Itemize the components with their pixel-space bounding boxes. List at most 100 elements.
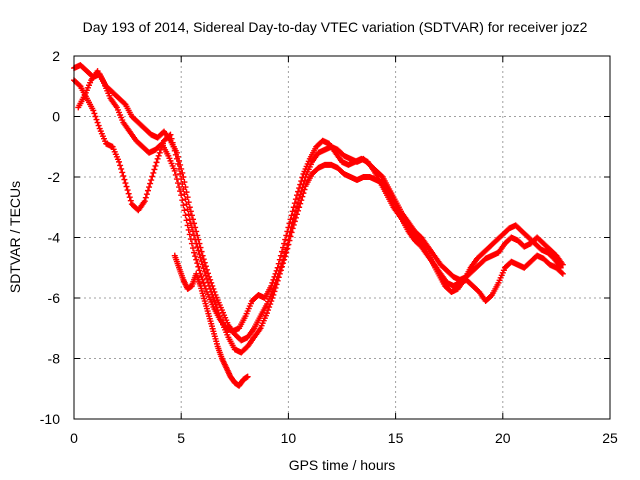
data-point <box>271 288 278 295</box>
data-point <box>143 191 150 198</box>
x-tick-label: 25 <box>602 430 618 446</box>
data-point <box>281 240 288 247</box>
data-point <box>148 177 155 184</box>
data-point <box>172 171 179 178</box>
data-point <box>296 185 303 192</box>
data-point <box>120 172 127 179</box>
data-point <box>181 191 188 198</box>
data-point <box>187 236 194 243</box>
data-point <box>90 107 97 114</box>
data-point <box>293 211 300 218</box>
grid <box>74 56 610 419</box>
data-point <box>192 253 199 260</box>
data-point <box>276 256 283 263</box>
data-point <box>295 207 302 214</box>
y-axis-label: SDTVAR / TECUs <box>7 181 23 293</box>
y-tick-label: 2 <box>52 48 60 64</box>
data-point <box>116 158 123 165</box>
data-point <box>269 279 276 286</box>
y-tick-label: -10 <box>40 411 60 427</box>
data-point <box>289 208 296 215</box>
x-tick-label: 20 <box>495 430 511 446</box>
data-point <box>173 155 180 162</box>
data-point <box>119 169 126 176</box>
data-point <box>272 270 279 277</box>
data-point <box>297 200 304 207</box>
data-point <box>156 149 163 156</box>
data-point <box>171 147 178 154</box>
data-point <box>286 237 293 244</box>
data-point <box>182 196 189 203</box>
data-point <box>152 162 159 169</box>
data-point <box>271 273 278 280</box>
data-point <box>118 165 125 172</box>
data-point <box>187 220 194 227</box>
data-point <box>196 267 203 274</box>
data-point <box>117 162 124 169</box>
y-tick-label: -4 <box>48 230 61 246</box>
data-point <box>267 301 274 308</box>
data-point <box>188 212 195 219</box>
data-point <box>76 82 83 89</box>
data-point <box>122 180 129 187</box>
data-point <box>285 224 292 231</box>
data-point <box>293 192 300 199</box>
axis-ticks: 0 5 10 15 20 25 -10 -8 -6 -4 -2 0 2 <box>40 48 618 446</box>
data-point <box>193 256 200 263</box>
data-point <box>298 197 305 204</box>
data-point <box>287 216 294 223</box>
chart-title: Day 193 of 2014, Sidereal Day-to-day VTE… <box>83 19 588 35</box>
data-point <box>188 224 195 231</box>
data-point <box>268 282 275 289</box>
data-point <box>167 131 174 138</box>
data-point <box>176 184 183 191</box>
data-point <box>296 204 303 211</box>
data-point <box>288 212 295 219</box>
data-point <box>144 187 151 194</box>
data-point <box>168 135 175 142</box>
data-point <box>191 232 198 239</box>
data-point <box>189 245 196 252</box>
data-point <box>291 218 298 225</box>
data-point <box>211 298 218 305</box>
data-point <box>290 221 297 228</box>
data-point <box>121 100 128 107</box>
data-point <box>196 251 203 258</box>
data-point <box>203 275 210 282</box>
data-point <box>185 226 192 233</box>
data-point <box>295 188 302 195</box>
x-axis-label: GPS time / hours <box>289 457 396 473</box>
data-point <box>172 151 179 158</box>
data-point <box>179 197 186 204</box>
data-point <box>558 269 565 276</box>
data-point <box>180 202 187 209</box>
data-point <box>287 233 294 240</box>
data-point <box>150 169 157 176</box>
data-point <box>378 172 385 179</box>
data-point <box>154 155 161 162</box>
data-point <box>166 132 173 139</box>
data-point <box>180 186 187 193</box>
data-point <box>300 190 307 197</box>
data-point <box>183 201 190 208</box>
data-point <box>272 284 279 291</box>
data-point <box>142 194 149 201</box>
data-point <box>126 194 133 201</box>
data-point <box>173 176 180 183</box>
data-point <box>179 181 186 188</box>
data-point <box>191 249 198 256</box>
series-track-b <box>71 77 566 356</box>
data-point <box>275 260 282 267</box>
data-point <box>155 152 162 159</box>
data-point <box>278 263 285 270</box>
data-point <box>557 264 564 271</box>
series-track-d <box>171 252 251 389</box>
data-point <box>198 273 205 280</box>
data-point <box>198 258 205 265</box>
x-tick-label: 5 <box>177 430 185 446</box>
data-point <box>176 165 183 172</box>
data-point <box>189 228 196 235</box>
data-point <box>284 245 291 252</box>
data-point <box>201 268 208 275</box>
